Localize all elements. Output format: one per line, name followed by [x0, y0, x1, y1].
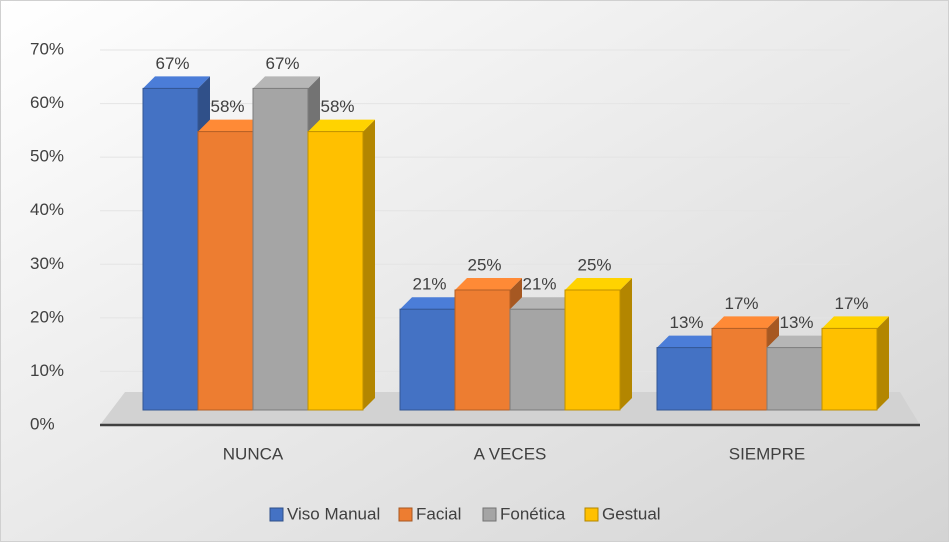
legend-swatch	[269, 507, 284, 522]
y-tick-label: 20%	[30, 307, 64, 326]
data-label: 67%	[265, 54, 299, 73]
bar-side	[363, 119, 375, 410]
bar-top	[767, 335, 834, 348]
bar-side	[877, 316, 889, 410]
bar	[142, 87, 199, 411]
y-tick-label: 70%	[30, 39, 64, 58]
data-label: 13%	[669, 313, 703, 332]
bar	[399, 308, 456, 411]
legend-label: Facial	[416, 504, 461, 523]
bar-top	[455, 278, 522, 290]
data-label: 67%	[155, 54, 189, 73]
bar	[509, 308, 566, 411]
y-tick-label: 60%	[30, 93, 64, 112]
bar	[766, 347, 823, 411]
data-label: 25%	[577, 255, 611, 274]
data-label: 25%	[467, 255, 501, 274]
bar	[711, 327, 768, 411]
bar-top	[822, 316, 889, 329]
bar	[821, 327, 878, 411]
bar-top	[400, 297, 467, 310]
bar	[307, 131, 364, 411]
legend-label: Gestual	[602, 504, 661, 523]
legend-label: Fonética	[500, 504, 566, 523]
y-tick-label: 30%	[30, 254, 64, 273]
x-tick-label: A VECES	[474, 444, 547, 463]
bar-top	[198, 119, 265, 132]
bar	[564, 289, 621, 411]
y-tick-label: 50%	[30, 147, 64, 166]
x-tick-label: NUNCA	[223, 444, 284, 463]
y-tick-label: 10%	[30, 361, 64, 380]
legend-swatch	[584, 507, 599, 522]
bar-side	[620, 278, 632, 410]
data-label: 21%	[412, 275, 446, 294]
bar-top	[657, 335, 724, 348]
y-tick-label: 40%	[30, 200, 64, 219]
bar-top	[712, 316, 779, 329]
bar	[197, 131, 254, 411]
y-tick-label: 0%	[30, 414, 55, 433]
bar-top	[253, 76, 320, 89]
data-label: 58%	[320, 97, 354, 116]
legend-swatch	[482, 507, 497, 522]
bar	[454, 289, 511, 411]
bar-top	[308, 119, 375, 132]
legend-label: Viso Manual	[287, 504, 380, 523]
data-label: 17%	[724, 294, 758, 313]
data-label: 13%	[779, 313, 813, 332]
legend-swatch	[398, 507, 413, 522]
data-label: 21%	[522, 275, 556, 294]
bar-top	[510, 297, 577, 310]
bar	[252, 87, 309, 411]
bar-top	[565, 278, 632, 290]
bar-top	[143, 76, 210, 89]
bar	[656, 347, 713, 411]
data-label: 58%	[210, 97, 244, 116]
x-tick-label: SIEMPRE	[729, 444, 806, 463]
data-label: 17%	[834, 294, 868, 313]
